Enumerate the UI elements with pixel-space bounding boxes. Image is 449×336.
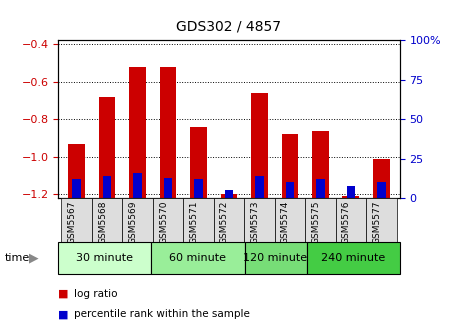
FancyBboxPatch shape <box>153 198 183 242</box>
FancyBboxPatch shape <box>92 198 122 242</box>
Text: GSM5573: GSM5573 <box>251 200 260 244</box>
FancyBboxPatch shape <box>335 198 366 242</box>
Text: 30 minute: 30 minute <box>76 253 133 263</box>
FancyBboxPatch shape <box>62 198 92 242</box>
Bar <box>282 134 298 198</box>
Bar <box>220 195 238 198</box>
Text: 240 minute: 240 minute <box>321 253 385 263</box>
Bar <box>68 144 85 198</box>
Text: GSM5571: GSM5571 <box>189 200 198 244</box>
Text: GSM5569: GSM5569 <box>128 200 137 244</box>
Text: 60 minute: 60 minute <box>169 253 226 263</box>
Text: 120 minute: 120 minute <box>243 253 308 263</box>
Bar <box>373 159 390 198</box>
Bar <box>99 97 115 198</box>
FancyBboxPatch shape <box>244 198 275 242</box>
Text: ■: ■ <box>58 309 69 319</box>
Text: time: time <box>4 253 30 263</box>
Text: ■: ■ <box>58 289 69 299</box>
FancyBboxPatch shape <box>183 198 214 242</box>
Text: ▶: ▶ <box>29 251 39 264</box>
FancyBboxPatch shape <box>214 198 244 242</box>
Bar <box>133 173 142 198</box>
Text: GSM5575: GSM5575 <box>312 200 321 244</box>
Bar <box>316 179 325 198</box>
Text: GSM5567: GSM5567 <box>68 200 77 244</box>
Bar <box>377 182 386 198</box>
Text: GSM5577: GSM5577 <box>372 200 381 244</box>
Bar <box>164 178 172 198</box>
Bar <box>194 179 203 198</box>
Text: log ratio: log ratio <box>74 289 118 299</box>
Text: GDS302 / 4857: GDS302 / 4857 <box>176 19 282 34</box>
FancyBboxPatch shape <box>307 242 400 274</box>
FancyBboxPatch shape <box>58 242 151 274</box>
Bar <box>190 127 207 198</box>
Bar <box>343 196 359 198</box>
FancyBboxPatch shape <box>245 242 307 274</box>
Bar <box>347 185 355 198</box>
FancyBboxPatch shape <box>305 198 335 242</box>
Text: GSM5568: GSM5568 <box>98 200 107 244</box>
Bar <box>312 131 329 198</box>
Bar <box>160 67 176 198</box>
Text: GSM5576: GSM5576 <box>342 200 351 244</box>
FancyBboxPatch shape <box>151 242 245 274</box>
Bar <box>103 176 111 198</box>
Text: percentile rank within the sample: percentile rank within the sample <box>74 309 250 319</box>
Bar <box>255 176 264 198</box>
Bar <box>286 182 294 198</box>
Text: GSM5574: GSM5574 <box>281 200 290 244</box>
Bar <box>225 191 233 198</box>
Text: GSM5572: GSM5572 <box>220 200 229 244</box>
Text: GSM5570: GSM5570 <box>159 200 168 244</box>
FancyBboxPatch shape <box>275 198 305 242</box>
FancyBboxPatch shape <box>122 198 153 242</box>
Bar <box>129 67 146 198</box>
Bar <box>72 179 81 198</box>
Bar <box>251 93 268 198</box>
FancyBboxPatch shape <box>366 198 396 242</box>
